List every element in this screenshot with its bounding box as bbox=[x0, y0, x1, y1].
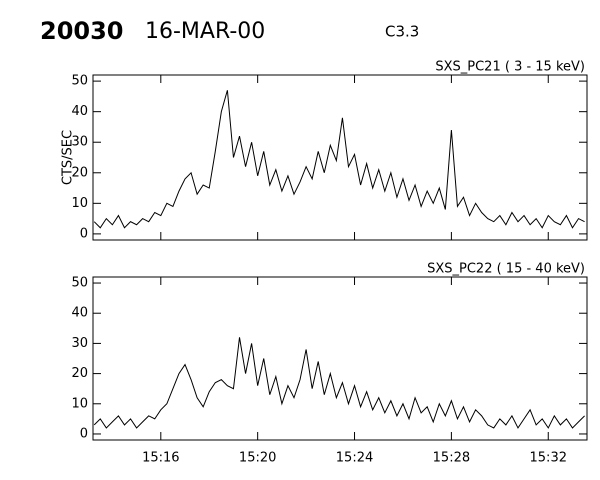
x-tick-label: 15:16 bbox=[142, 451, 179, 466]
y-tick-label: 20 bbox=[71, 165, 88, 180]
y-tick-label: 20 bbox=[71, 366, 88, 381]
light-curve bbox=[93, 90, 585, 229]
y-axis-label: CTS/SEC bbox=[61, 130, 76, 185]
y-tick-label: 10 bbox=[71, 396, 88, 411]
x-tick-label: 15:24 bbox=[336, 451, 373, 466]
x-tick-label: 15:20 bbox=[239, 451, 276, 466]
y-tick-label: 50 bbox=[71, 74, 88, 89]
y-tick-label: 50 bbox=[71, 276, 88, 291]
flare-class: C3.3 bbox=[385, 23, 419, 41]
y-tick-label: 30 bbox=[71, 336, 88, 351]
y-tick-label: 0 bbox=[80, 226, 88, 241]
y-tick-label: 0 bbox=[80, 426, 88, 441]
y-tick-label: 40 bbox=[71, 306, 88, 321]
plot-frame bbox=[92, 276, 588, 441]
y-tick-label: 30 bbox=[71, 135, 88, 150]
x-tick-label: 15:32 bbox=[530, 451, 567, 466]
event-date: 16-MAR-00 bbox=[145, 19, 265, 44]
light-curve bbox=[93, 337, 585, 429]
panel-label: SXS_PC21 ( 3 - 15 keV) bbox=[435, 60, 585, 75]
panel-label: SXS_PC22 ( 15 - 40 keV) bbox=[427, 262, 585, 277]
event-id: 20030 bbox=[40, 17, 124, 45]
x-tick-label: 15:28 bbox=[433, 451, 470, 466]
plot-frame bbox=[92, 74, 588, 241]
y-tick-label: 10 bbox=[71, 196, 88, 211]
y-tick-label: 40 bbox=[71, 104, 88, 119]
